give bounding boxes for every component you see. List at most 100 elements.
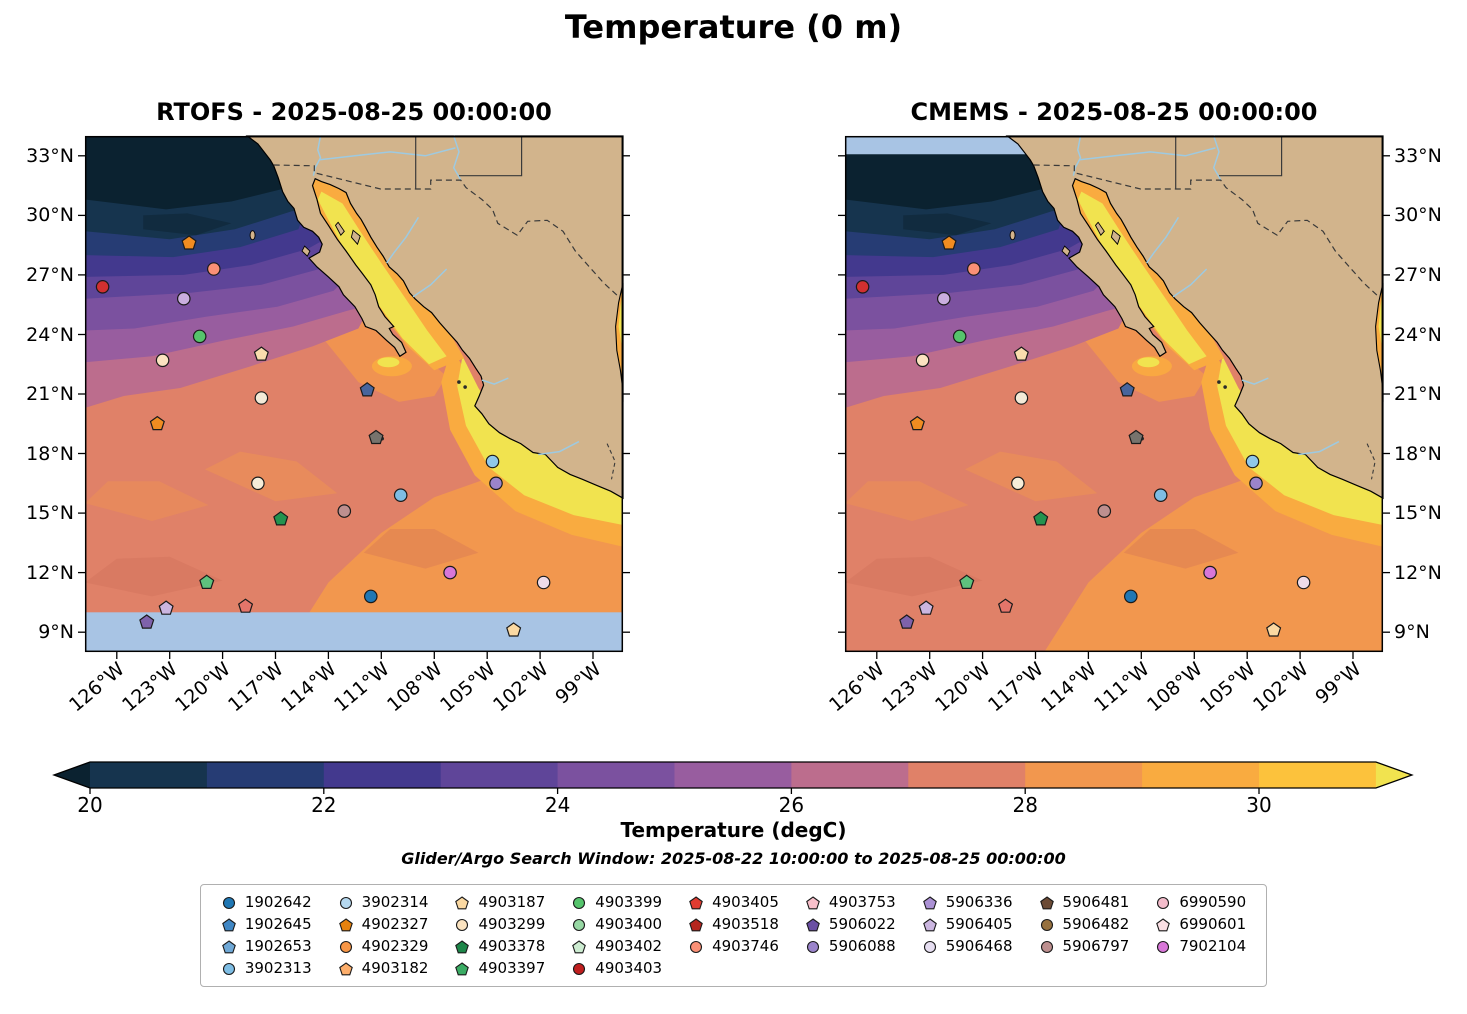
lon-tick-label: 114°W <box>1036 658 1101 717</box>
float-marker <box>177 291 191 306</box>
pentagon-marker-icon <box>455 939 470 953</box>
float-marker <box>506 622 522 637</box>
pentagon-marker-icon <box>338 961 353 975</box>
legend-entry: 5906088 <box>805 937 896 956</box>
river-line <box>1079 147 1216 161</box>
float-marker <box>363 589 378 604</box>
legend-entry: 4902327 <box>338 915 429 934</box>
legend-entry: 4903403 <box>571 959 662 978</box>
legend-entry: 1902653 <box>221 937 312 956</box>
circle-marker-icon <box>690 940 703 953</box>
legend-entry: 4903187 <box>454 893 545 912</box>
legend-entry: 4903405 <box>688 893 779 912</box>
lat-tick-label: 24°N <box>1394 323 1442 346</box>
float-marker <box>952 329 967 344</box>
cmems-map <box>838 135 1390 659</box>
legend-column: 4903753 5906022 5906088 <box>805 893 896 978</box>
land-mass <box>245 135 624 500</box>
float-marker <box>337 504 352 518</box>
legend-column: 6990590 6990601 7902104 <box>1155 893 1246 978</box>
float-marker <box>199 574 215 589</box>
legend-column: 4903405 4903518 4903746 <box>688 893 779 978</box>
pentagon-marker-icon <box>1156 917 1171 931</box>
legend-entry-label: 4902329 <box>361 937 429 955</box>
pentagon-marker-icon <box>689 895 703 909</box>
legend-entry-label: 1902653 <box>244 937 312 955</box>
legend-entry-label: 5906405 <box>945 915 1013 933</box>
circle-marker-icon <box>339 940 352 953</box>
legend-entry-label: 5906088 <box>828 937 896 955</box>
legend-entry: 5906481 <box>1039 893 1129 912</box>
float-marker <box>1296 575 1311 590</box>
legend-entry: 3902313 <box>221 959 312 978</box>
float-marker <box>967 262 981 276</box>
float-marker <box>915 353 930 368</box>
float-marker <box>237 598 254 613</box>
rtofs-panel-title: RTOFS - 2025-08-25 00:00:00 <box>156 98 552 126</box>
float-marker <box>489 476 503 491</box>
lon-tick-label: 102°W <box>1248 658 1313 717</box>
float-marker <box>1153 488 1168 502</box>
lon-tick-label: 111°W <box>1089 658 1154 717</box>
legend-entry-label: 4903400 <box>595 915 663 933</box>
legend-entry: 5906405 <box>922 915 1013 934</box>
circle-marker-icon <box>1040 940 1053 953</box>
pentagon-marker-icon <box>572 939 587 953</box>
legend-wrap: 1902642 1902645 1902653 3902313 3902314 49023… <box>0 884 1467 987</box>
lon-tick-label: 117°W <box>984 658 1048 717</box>
river-line <box>412 268 448 298</box>
legend-entry-label: 4902327 <box>361 915 429 933</box>
panel-cmems: CMEMS - 2025-08-25 00:00:00 33°N 30°N 27°N… <box>825 98 1442 716</box>
circle-marker-icon <box>1157 896 1170 909</box>
search-window-subtitle: Glider/Argo Search Window: 2025-08-22 10… <box>401 849 1066 868</box>
pentagon-marker-icon <box>806 917 820 931</box>
land-mass <box>1005 135 1384 500</box>
pentagon-marker-icon <box>455 895 470 909</box>
legend-entry: 4903518 <box>688 915 779 934</box>
lat-tick-label: 18°N <box>1394 442 1442 465</box>
float-marker <box>1013 346 1029 361</box>
lon-tick-label: 99°W <box>1310 658 1366 709</box>
lon-tick-label: 126°W <box>825 658 889 717</box>
circle-marker-icon <box>456 918 469 931</box>
legend-entry: 5906336 <box>922 893 1013 912</box>
legend-entry-label: 4903402 <box>595 937 663 955</box>
legend-entry: 4903397 <box>454 959 545 978</box>
lat-tick-label: 24°N <box>26 323 74 346</box>
legend-entry: 4903399 <box>571 893 662 912</box>
river-line <box>1145 217 1180 264</box>
pentagon-marker-icon <box>806 895 820 909</box>
legend-entry-label: 1902642 <box>244 893 312 911</box>
circle-marker-icon <box>222 896 235 909</box>
float-marker <box>192 329 207 344</box>
lat-tick-label: 30°N <box>1394 204 1442 227</box>
river-line <box>481 377 509 385</box>
legend-entry: 1902645 <box>221 915 312 934</box>
float-marker <box>139 614 155 629</box>
figure-title: Temperature (0 m) <box>564 8 903 46</box>
lon-tick-label: 105°W <box>435 658 500 717</box>
float-marker <box>1014 391 1029 405</box>
river-line <box>1172 268 1208 298</box>
legend-column: 4903399 4903400 4903402 4903403 <box>571 893 662 978</box>
lat-tick-label: 33°N <box>1394 144 1442 167</box>
river-line <box>452 135 462 181</box>
colorbar-label: Temperature (degC) <box>620 818 847 842</box>
float-marker <box>941 235 957 250</box>
river-line <box>1298 440 1340 456</box>
lon-tick-label: 117°W <box>224 658 288 717</box>
colorbar-tick-label: 26 <box>779 793 804 816</box>
float-marker <box>1033 511 1049 526</box>
circle-marker-icon <box>222 962 235 975</box>
legend-column: 5906336 5906405 5906468 <box>922 893 1013 978</box>
circle-marker-icon <box>573 962 586 975</box>
colorbar-tick-label: 20 <box>77 793 102 816</box>
legend-column: 3902314 4902327 4902329 4903182 <box>338 893 429 978</box>
lon-tick-label: 111°W <box>329 658 394 717</box>
legend-column: 1902642 1902645 1902653 3902313 <box>221 893 312 978</box>
lat-tick-label: 27°N <box>1394 263 1442 286</box>
river-line <box>1212 135 1222 181</box>
float-marker <box>359 382 375 397</box>
legend-entry-label: 6990590 <box>1179 893 1247 911</box>
colorbar-tick-label: 24 <box>545 793 570 816</box>
